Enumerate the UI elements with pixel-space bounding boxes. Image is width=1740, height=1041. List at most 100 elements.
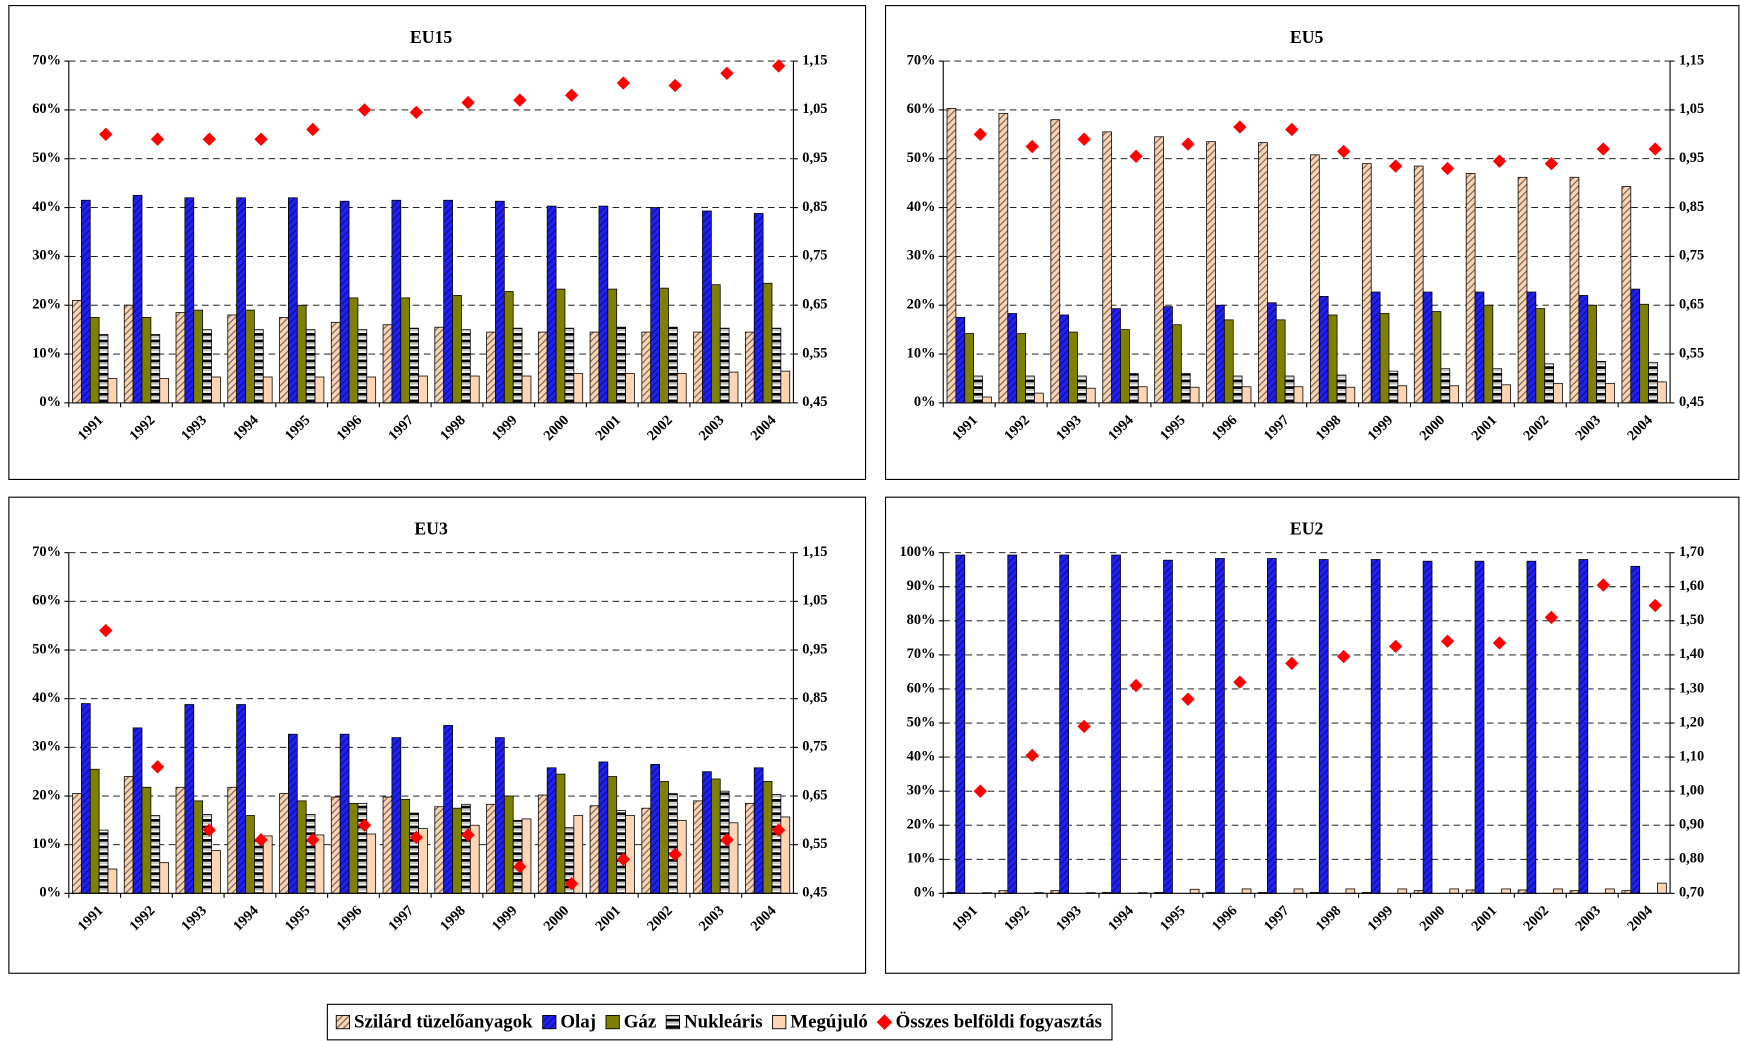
bar [486,803,496,894]
bar [1267,302,1277,404]
bar [452,295,462,404]
bar [72,793,82,894]
bar [469,375,480,404]
y-tick-label: 60% [907,101,936,117]
marker [616,852,631,866]
bar [1587,304,1598,404]
y-tick-label: 90% [907,578,936,594]
y2-tick-label: 0,55 [1679,345,1704,361]
bar [762,781,773,894]
chart-title: EU2 [1290,519,1324,539]
bar [1102,131,1113,404]
bar [1077,375,1087,404]
bar [245,309,255,404]
bar [305,814,316,894]
bar [1517,176,1528,404]
y2-tick-label: 1,40 [1679,646,1704,662]
y-tick-label: 80% [907,612,936,628]
bar [537,331,548,404]
y2-tick-label: 1,05 [802,101,827,117]
y2-tick-label: 0,70 [1679,885,1704,901]
bar [616,326,626,404]
bar [659,287,669,404]
y2-tick-label: 0,75 [1679,248,1704,264]
bar [1569,176,1580,404]
bar [245,815,255,894]
marker [1648,142,1662,156]
bar [184,704,195,894]
bar [1180,373,1191,404]
bar [1501,888,1511,894]
bar [400,799,411,894]
bar [357,329,368,404]
bar [1440,368,1451,404]
bar [1605,888,1615,894]
bar [1223,319,1234,404]
bar [348,297,359,404]
bar [1501,384,1511,404]
bar [744,331,755,404]
bar [80,199,91,404]
bar [202,329,212,404]
bar [1422,291,1433,404]
bar [503,795,514,894]
marker [513,93,527,107]
bar [1293,888,1304,894]
y-tick-label: 0% [39,885,61,901]
bar [262,376,273,404]
bar [598,761,609,894]
bar [719,327,730,404]
bar [1370,559,1381,894]
legend-frame [326,1003,1113,1041]
bar [1163,306,1173,404]
bar [391,199,402,404]
bar [650,763,660,894]
bar [98,829,109,894]
bar [1379,313,1390,404]
bar [1336,374,1347,404]
y2-tick-label: 0,55 [802,836,827,852]
bar [598,205,609,404]
bar [159,862,170,894]
bar [486,331,496,404]
bar [1215,558,1225,894]
bar [236,704,246,894]
bar [1449,385,1460,404]
bar [1137,386,1148,404]
bar [1206,141,1216,404]
marker [1077,719,1091,734]
bar [1449,888,1460,894]
marker [564,88,579,102]
y-tick-label: 40% [32,690,61,706]
y2-tick-label: 1,05 [1679,101,1704,117]
y2-tick-label: 1,50 [1679,612,1704,628]
bar [211,850,221,894]
y2-tick-label: 0,75 [802,248,827,264]
bar [107,378,118,404]
y2-tick-label: 1,15 [802,52,827,68]
y-tick-label: 10% [32,836,61,852]
y-tick-label: 40% [907,748,936,764]
bar [771,794,782,894]
bar [607,776,618,894]
bar [1578,559,1589,894]
y2-tick-label: 1,10 [1679,748,1704,764]
marker [1129,149,1143,163]
bar [1630,565,1641,894]
bar [1465,172,1476,404]
bar [762,282,773,404]
y2-tick-label: 0,65 [1679,297,1704,313]
bar [573,373,584,404]
bar [546,767,557,894]
bar [973,375,983,404]
bar [1232,375,1243,404]
y2-tick-label: 0,45 [802,394,827,410]
bar [443,725,453,894]
marker [1233,675,1247,689]
bar [89,317,100,404]
bar [659,781,669,894]
y-tick-label: 20% [32,787,61,803]
y-tick-label: 50% [32,150,61,166]
bar [1431,311,1442,404]
y2-tick-label: 0,55 [802,345,827,361]
